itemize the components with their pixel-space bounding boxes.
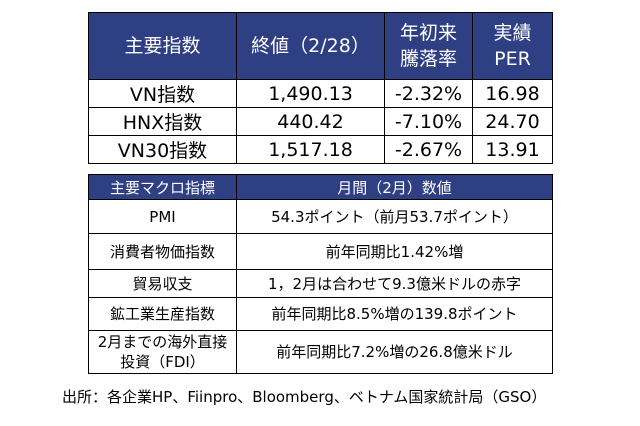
macro-value: 前年同期比8.5%増の139.8ポイント xyxy=(236,297,553,331)
header-close: 終値（2/28） xyxy=(236,12,385,80)
macro-value: 前年同期比1.42%増 xyxy=(236,233,553,270)
table-row: 貿易収支 1，2月は合わせて9.3億米ドルの赤字 xyxy=(88,269,553,298)
table-row: VN指数 1,490.13 -2.32% 16.98 xyxy=(88,79,553,108)
macro-value: 前年同期比7.2%増の26.8億米ドル xyxy=(236,330,553,374)
index-name: VN指数 xyxy=(88,79,237,108)
macro-table: 主要マクロ指標 月間（2月）数値 PMI 54.3ポイント（前月53.7ポイント… xyxy=(88,174,553,374)
macro-indicator: 2月までの海外直接 投資（FDI） xyxy=(88,330,237,374)
index-per: 13.91 xyxy=(472,135,553,164)
index-close: 1,490.13 xyxy=(236,79,385,108)
header-macro-indicator: 主要マクロ指標 xyxy=(88,174,237,200)
header-index-name: 主要指数 xyxy=(88,12,237,80)
index-ytd: -2.32% xyxy=(384,79,473,108)
header-ytd: 年初来 騰落率 xyxy=(384,12,473,80)
table-row: 2月までの海外直接 投資（FDI） 前年同期比7.2%増の26.8億米ドル xyxy=(88,330,553,374)
table-row: 消費者物価指数 前年同期比1.42%増 xyxy=(88,233,553,270)
macro-indicator: 消費者物価指数 xyxy=(88,233,237,270)
table-row: VN30指数 1,517.18 -2.67% 13.91 xyxy=(88,135,553,164)
index-close: 440.42 xyxy=(236,107,385,136)
index-close: 1,517.18 xyxy=(236,135,385,164)
macro-indicator: 貿易収支 xyxy=(88,269,237,298)
table-row: 鉱工業生産指数 前年同期比8.5%増の139.8ポイント xyxy=(88,297,553,331)
index-header-row: 主要指数 終値（2/28） 年初来 騰落率 実績 PER xyxy=(88,12,553,80)
macro-value: 54.3ポイント（前月53.7ポイント） xyxy=(236,199,553,234)
index-ytd: -7.10% xyxy=(384,107,473,136)
macro-header-row: 主要マクロ指標 月間（2月）数値 xyxy=(88,174,553,200)
index-name: VN30指数 xyxy=(88,135,237,164)
index-per: 16.98 xyxy=(472,79,553,108)
source-note: 出所：各企業HP、Fiinpro、Bloomberg、ベトナム国家統計局（GSO… xyxy=(62,388,547,406)
macro-indicator: PMI xyxy=(88,199,237,234)
header-per: 実績 PER xyxy=(472,12,553,80)
index-table: 主要指数 終値（2/28） 年初来 騰落率 実績 PER VN指数 1,490.… xyxy=(88,12,553,164)
index-per: 24.70 xyxy=(472,107,553,136)
header-monthly-value: 月間（2月）数値 xyxy=(236,174,553,200)
table-row: PMI 54.3ポイント（前月53.7ポイント） xyxy=(88,199,553,234)
index-ytd: -2.67% xyxy=(384,135,473,164)
table-row: HNX指数 440.42 -7.10% 24.70 xyxy=(88,107,553,136)
macro-indicator: 鉱工業生産指数 xyxy=(88,297,237,331)
macro-value: 1，2月は合わせて9.3億米ドルの赤字 xyxy=(236,269,553,298)
index-name: HNX指数 xyxy=(88,107,237,136)
